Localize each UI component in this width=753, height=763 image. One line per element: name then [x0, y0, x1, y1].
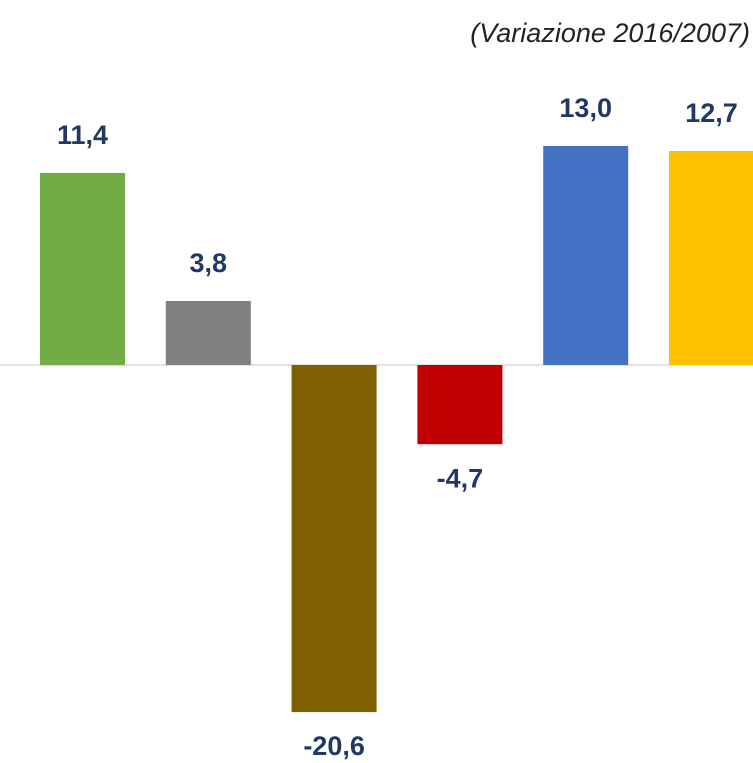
bar [543, 145, 629, 365]
data-label: -20,6 [303, 731, 365, 761]
data-label: 13,0 [559, 93, 612, 123]
bar [165, 300, 251, 365]
data-label: 3,8 [190, 248, 228, 278]
bar [669, 151, 753, 365]
data-label: 11,4 [57, 120, 108, 150]
data-label: 12,7 [685, 98, 738, 128]
data-label: -4,7 [437, 463, 484, 493]
bar [40, 172, 125, 365]
bar [417, 365, 503, 445]
bar [291, 365, 377, 713]
chart-subtitle: (Variazione 2016/2007) [470, 18, 750, 48]
